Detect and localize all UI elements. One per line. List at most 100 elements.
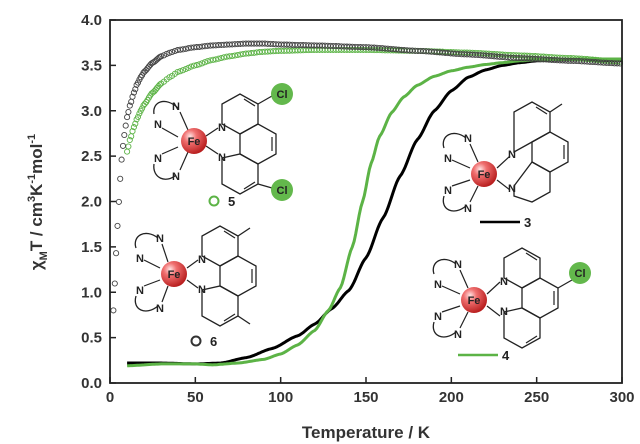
mol5-n1: N: [172, 101, 180, 113]
series-6-point: [118, 156, 125, 163]
mol6-ring-n2: N: [198, 284, 206, 296]
mol6-n3: N: [136, 285, 144, 297]
y-title-rest1: T / cm: [27, 202, 46, 251]
x-tick-label: 100: [268, 389, 293, 406]
mol5-cl-top: [271, 83, 293, 105]
mol6-fe-label: Fe: [168, 269, 181, 281]
y-tick-label: 1.0: [81, 284, 102, 301]
series-6-point: [125, 108, 132, 116]
mol3-n1: N: [464, 133, 472, 145]
series-6-point: [132, 86, 139, 93]
series-5-point: [231, 52, 238, 59]
mol5-ring-n2: N: [218, 152, 226, 164]
molecule-6: N N N N N N Fe 6: [134, 225, 257, 349]
mol6-bond3: [143, 279, 161, 287]
mol3-chelate-bottom: [442, 195, 467, 212]
series-5-point: [220, 54, 228, 61]
series-5-point: [215, 55, 222, 62]
molecule-4: N N N N N N Cl Fe 4: [432, 247, 591, 363]
mol5-bond4: [179, 151, 189, 171]
mol5-dbl1: [243, 98, 256, 107]
mol5-n3: N: [154, 153, 162, 165]
mol6-bond1: [161, 243, 169, 263]
series-5-point: [190, 62, 198, 69]
series-5-point: [174, 68, 181, 76]
mol3-bond3: [451, 179, 471, 187]
series-6-point: [113, 250, 120, 257]
mol6-bond6: [186, 279, 199, 289]
series-5-point: [139, 105, 146, 112]
mol4-cl-bond: [557, 279, 573, 289]
y-title-rest3: mol: [27, 144, 46, 174]
mol5-n2: N: [154, 119, 162, 131]
mol5-cl-bottom: [271, 179, 293, 201]
series-6-point: [158, 53, 165, 60]
mol4-n2: N: [434, 279, 442, 291]
mol5-cl-top-label: Cl: [277, 89, 288, 101]
y-title-rest2: K: [27, 183, 46, 196]
series-6-point: [169, 48, 176, 56]
y-title-sup3: 3: [26, 196, 38, 202]
mol4-fe-sphere: [461, 287, 487, 313]
y-tick-label: 0.5: [81, 330, 102, 347]
y-tick-label: 3.0: [81, 103, 102, 120]
mol4-dbl3: [525, 335, 538, 344]
mol6-methyl-bottom: [237, 315, 251, 325]
mol5-bond6: [205, 145, 219, 155]
series-6-point: [171, 47, 178, 55]
mol6-fe-sphere: [161, 261, 187, 287]
mol4-fe-label: Fe: [468, 295, 481, 307]
mol4-bond4: [459, 311, 469, 329]
y-title-supm1b: -1: [26, 134, 38, 144]
mol6-bond5: [186, 259, 199, 269]
mol5-fe-label: Fe: [188, 136, 201, 148]
mol4-ring-bottom: [503, 307, 541, 349]
mol3-bond1: [469, 143, 479, 163]
series-6-point: [111, 280, 118, 287]
mol5-chelate-bottom: [153, 163, 177, 180]
series-5-point: [212, 56, 219, 63]
series-4: [127, 57, 622, 368]
y-title-chi: χ: [27, 260, 46, 270]
y-axis-title: χMT / cm3K-1mol-1: [26, 134, 50, 270]
series-5-point: [193, 62, 200, 69]
legend-label-4: 4: [502, 348, 510, 363]
mol5-chelate-top: [153, 100, 179, 115]
series-5-point: [132, 120, 139, 127]
series-5-point: [126, 136, 133, 144]
mol6-n1: N: [156, 233, 164, 245]
series-5-point: [196, 61, 203, 68]
mol4-bond2: [441, 285, 461, 295]
y-tick-label: 2.0: [81, 194, 102, 211]
series-6-point: [117, 175, 124, 182]
series-5-point: [130, 124, 137, 131]
mol3-ring-n1: N: [508, 149, 516, 161]
tick-layer: 0 50 100 150 200 250 300 0.0 0.5 1.0 1.5 2.0 2.5 3.0 3…: [81, 12, 634, 406]
series-5-point: [134, 113, 142, 120]
legend-label-6: 6: [210, 334, 217, 349]
mol6-n2: N: [136, 253, 144, 265]
series-6-point: [129, 93, 136, 100]
mol6-chelate-top: [134, 232, 159, 249]
series-6: [110, 40, 624, 314]
mol3-bond5: [496, 155, 511, 169]
series-6-point: [121, 131, 128, 139]
mol5-fe-sphere: [181, 128, 207, 154]
series-5-point: [179, 67, 187, 74]
y-title-supm1a: -1: [26, 174, 38, 184]
mol5-bond1: [179, 111, 189, 131]
mol3-fe-label: Fe: [478, 169, 491, 181]
mol4-ring-n2: N: [500, 306, 508, 318]
x-tick-label: 150: [353, 389, 378, 406]
mol3-n2: N: [444, 153, 452, 165]
series-6-point: [114, 222, 121, 229]
mol3-ring-n2: N: [508, 183, 516, 195]
molecule-3: N N N N N N Fe 3: [442, 101, 569, 230]
legend-marker-5: [208, 195, 220, 207]
plot-area: [110, 20, 622, 383]
mol3-bond6: [496, 179, 511, 191]
x-tick-label: 50: [187, 389, 204, 406]
y-tick-label: 3.5: [81, 57, 102, 74]
mol4-chelate-bottom: [432, 321, 457, 338]
